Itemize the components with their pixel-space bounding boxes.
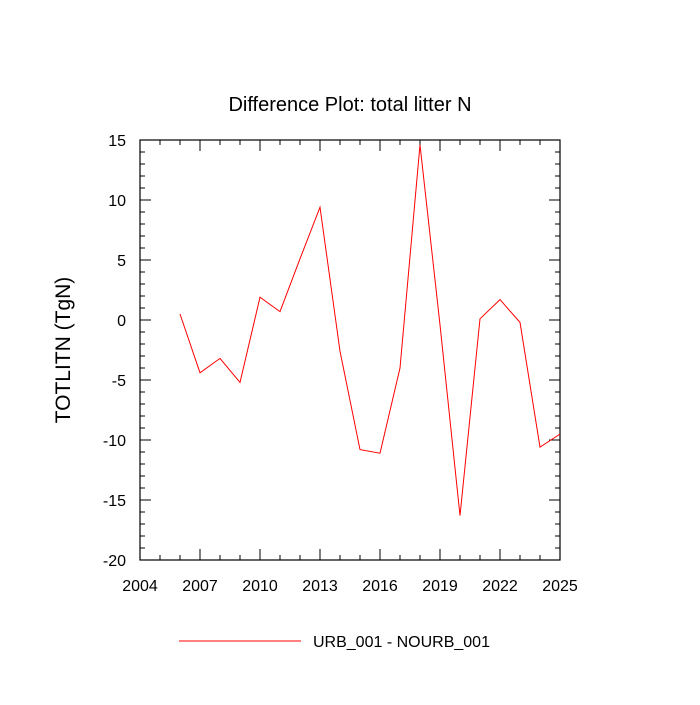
y-tick-label: -15 (103, 493, 126, 510)
series-line (179, 144, 561, 516)
legend-label: URB_001 - NOURB_001 (313, 634, 490, 651)
plot-frame (139, 139, 561, 561)
y-tick-label: 15 (108, 133, 126, 150)
x-tick-label: 2004 (122, 578, 158, 595)
x-tick-label: 2019 (422, 578, 458, 595)
axes: 2004 2007 2010 2013 2016 2019 2022 2025 -20 -15 -1… (103, 133, 578, 595)
y-tick-label: 10 (108, 193, 126, 210)
y-tick-label: -10 (103, 433, 126, 450)
chart-title: Difference Plot: total litter N (228, 94, 471, 116)
x-tick-label: 2010 (242, 578, 278, 595)
y-tick-label: 0 (117, 313, 126, 330)
series-layer (179, 144, 561, 516)
y-tick-label: 5 (117, 253, 126, 270)
legend: URB_001 - NOURB_001 (179, 634, 490, 651)
y-tick-label: -5 (112, 373, 126, 390)
x-tick-label: 2016 (362, 578, 398, 595)
x-tick-label: 2022 (482, 578, 518, 595)
x-tick-label: 2007 (182, 578, 218, 595)
y-tick-label: -20 (103, 553, 126, 570)
y-axis-label: TOTLITN (TgN) (52, 277, 75, 424)
x-tick-label: 2025 (542, 578, 578, 595)
x-tick-label: 2013 (302, 578, 338, 595)
